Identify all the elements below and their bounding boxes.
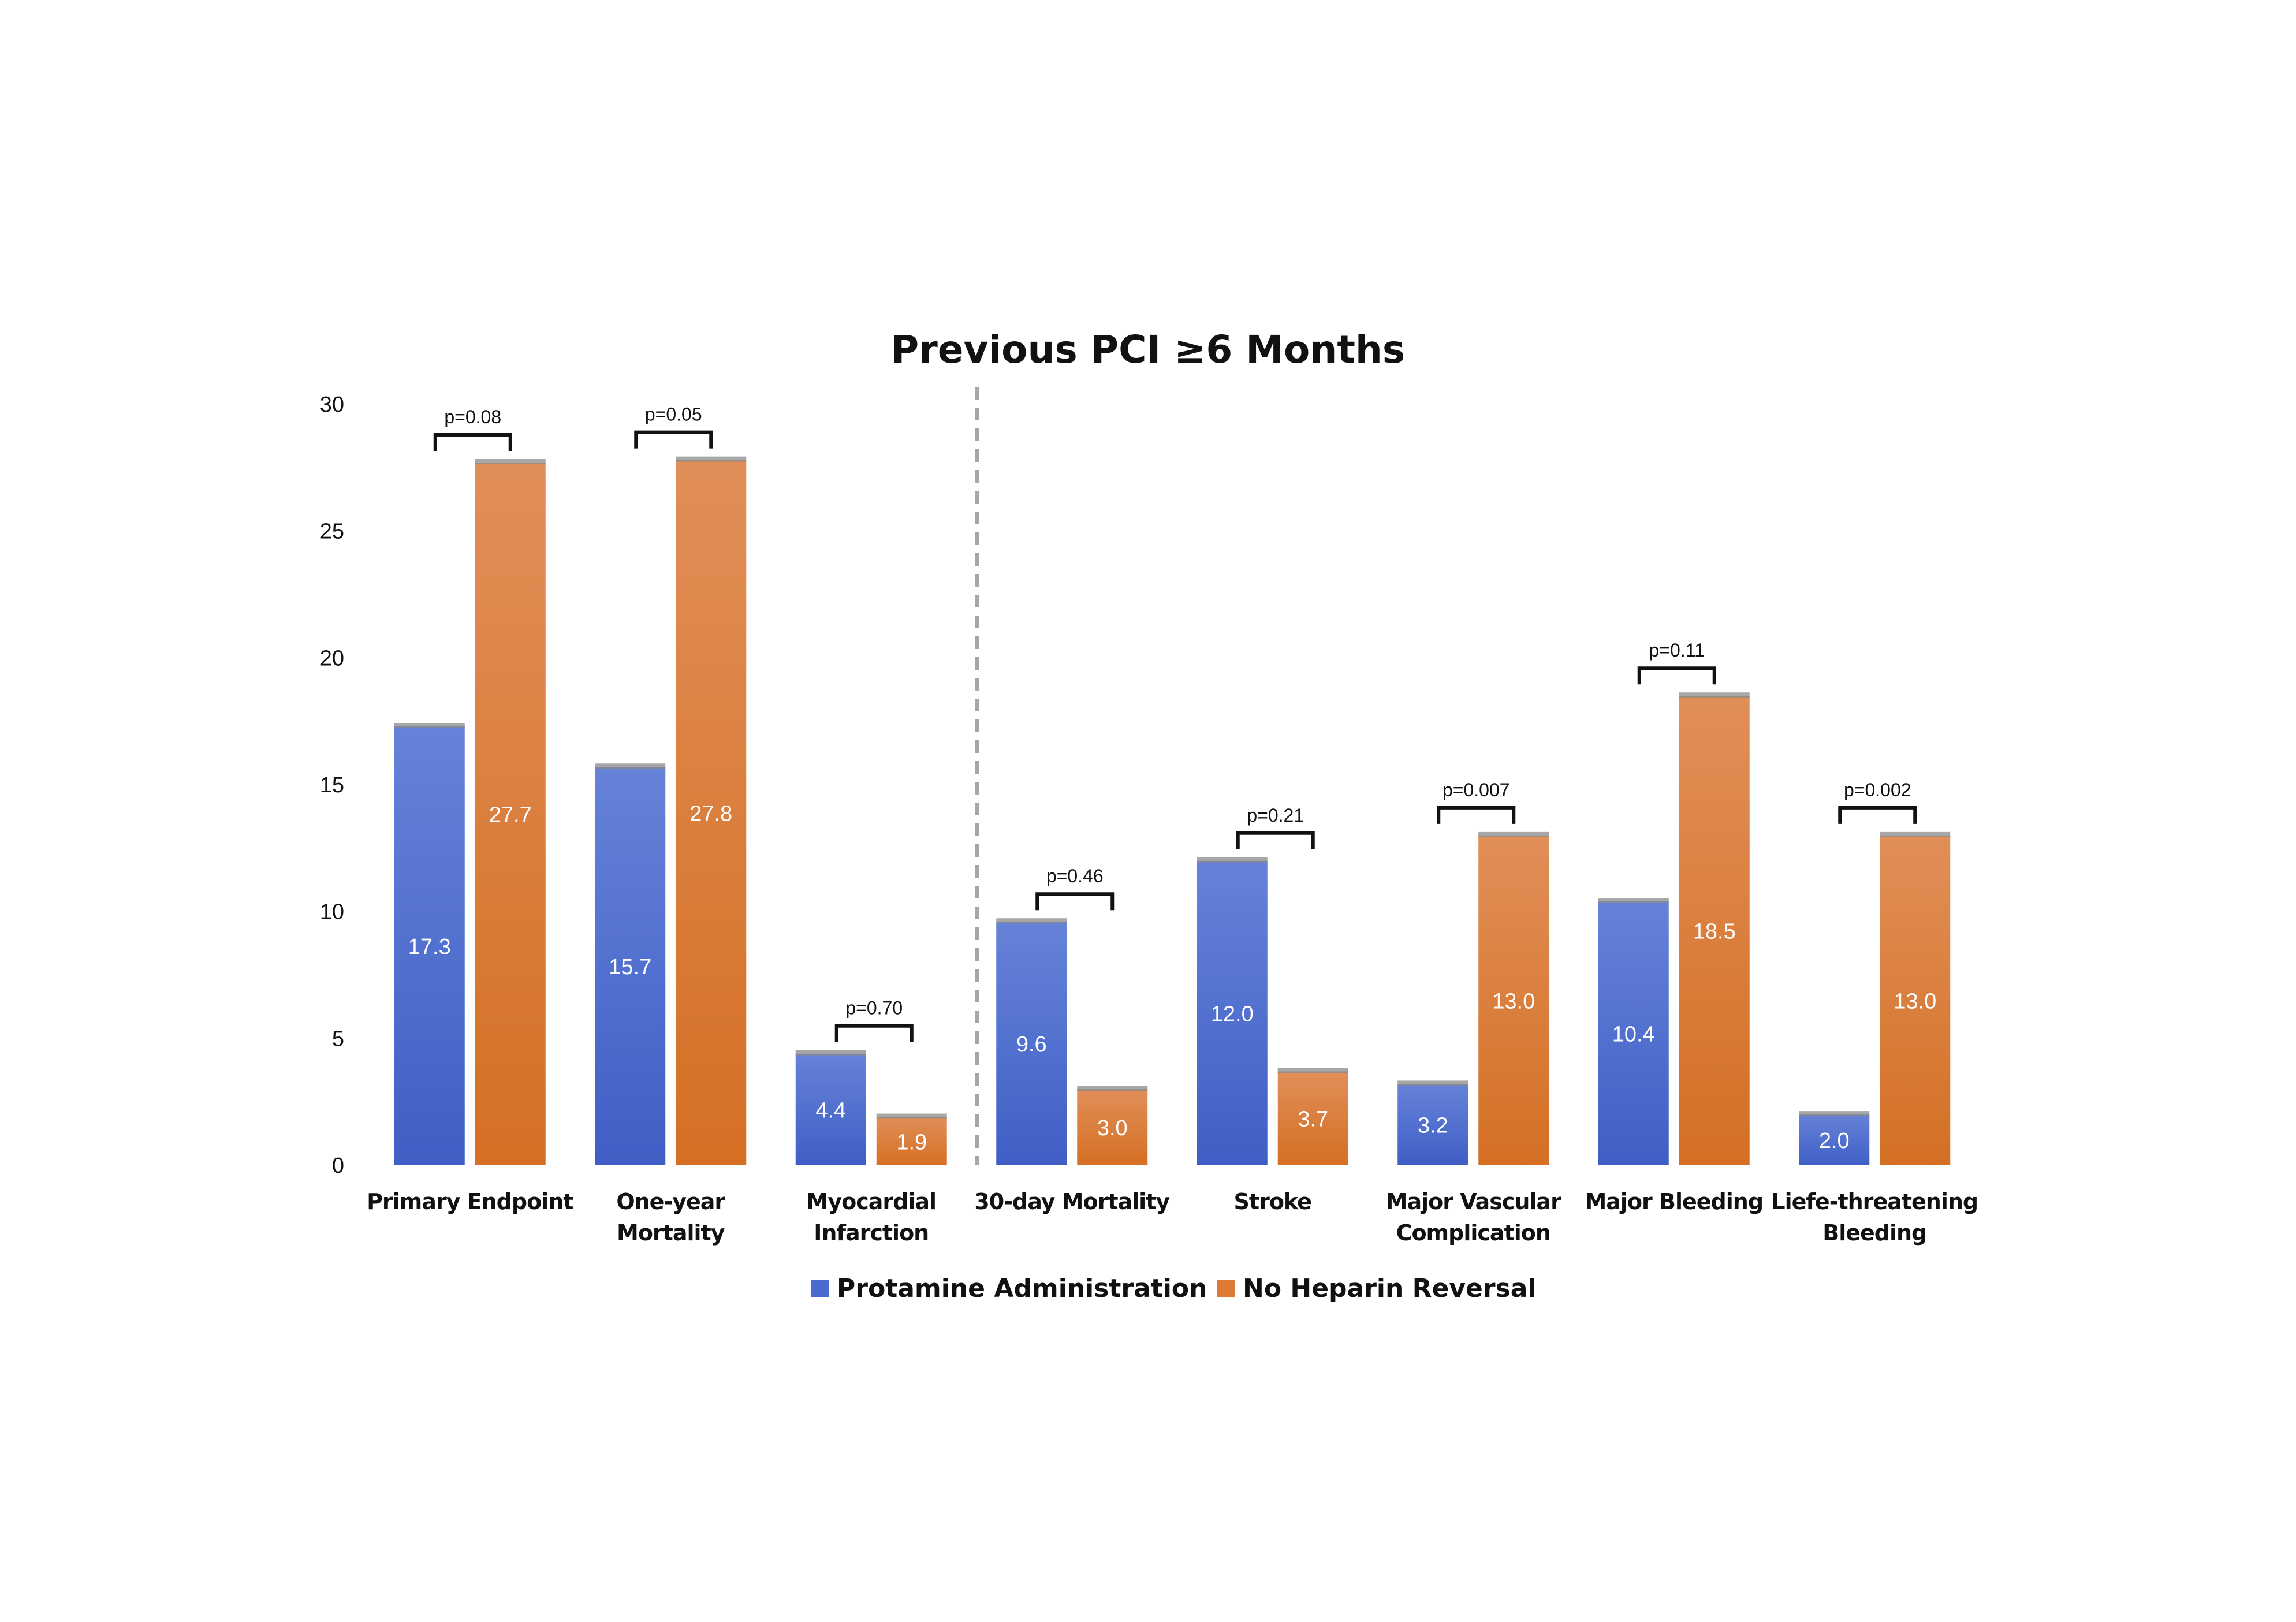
legend-swatch-no-reversal — [1217, 1280, 1235, 1297]
x-category-label: Bleeding — [1822, 1220, 1926, 1246]
bar-no-reversal — [676, 460, 747, 1165]
bar-no-reversal — [1880, 835, 1951, 1165]
bar-top-shadow — [1277, 1068, 1348, 1073]
x-category-label: Complication — [1396, 1220, 1550, 1246]
bar-value-label: 13.0 — [1894, 989, 1936, 1013]
x-category-label: Stroke — [1234, 1189, 1311, 1214]
p-value-label: p=0.70 — [845, 998, 903, 1019]
legend-label: Protamine Administration — [837, 1274, 1207, 1303]
bar-top-shadow — [676, 456, 747, 462]
bar-top-shadow — [1197, 857, 1268, 863]
x-category-label: Myocardial — [807, 1189, 937, 1214]
y-tick-label: 20 — [320, 646, 344, 670]
plot-area: 0 5 10 15 20 25 30 17.3 27.7 p=0.08 Primary Endpoi… — [320, 387, 1978, 1303]
x-category-label: Liefe-threatening — [1771, 1189, 1978, 1214]
bar-value-label: 27.8 — [689, 801, 732, 826]
y-tick-label: 30 — [320, 393, 344, 417]
bar-value-label: 1.9 — [896, 1130, 927, 1154]
p-value-label: p=0.21 — [1247, 805, 1304, 826]
bar-no-reversal — [1679, 696, 1750, 1165]
y-tick-label: 5 — [332, 1027, 344, 1051]
p-value-bracket — [1637, 666, 1716, 685]
bar-value-label: 15.7 — [609, 955, 651, 979]
bar-value-label: 27.7 — [489, 803, 532, 827]
bar-no-reversal — [1077, 1089, 1148, 1165]
p-value-bracket — [1437, 806, 1516, 824]
bar-protamine — [595, 767, 666, 1165]
bar-top-shadow — [1880, 831, 1951, 837]
p-value-label: p=0.05 — [645, 404, 702, 425]
bar-top-shadow — [1598, 898, 1669, 904]
bar-protamine — [394, 726, 465, 1165]
y-tick-label: 0 — [332, 1154, 344, 1178]
p-value-bracket — [1236, 831, 1315, 849]
legend-label: No Heparin Reversal — [1243, 1274, 1537, 1303]
p-value-bracket — [1838, 806, 1917, 824]
bar-top-shadow — [1397, 1080, 1468, 1086]
bar-protamine — [1799, 1114, 1870, 1165]
bar-protamine — [795, 1053, 866, 1165]
x-category-label: Mortality — [617, 1220, 725, 1246]
x-category-label: Major Bleeding — [1585, 1189, 1763, 1214]
bar-protamine — [996, 922, 1067, 1165]
p-value-bracket — [433, 433, 512, 452]
p-value-bracket — [1035, 892, 1115, 911]
chart-title: Previous PCI ≥6 Months — [891, 327, 1405, 372]
p-value-label: p=0.007 — [1443, 780, 1510, 800]
bar-value-label: 18.5 — [1693, 920, 1736, 944]
bar-no-reversal — [475, 463, 546, 1166]
x-category-label: 30-day Mortality — [974, 1189, 1170, 1214]
bar-value-label: 17.3 — [408, 935, 451, 959]
legend-swatch-protamine — [811, 1280, 829, 1297]
bar-value-label: 10.4 — [1612, 1023, 1655, 1047]
bar-value-label: 12.0 — [1211, 1002, 1254, 1026]
bar-no-reversal — [1478, 835, 1549, 1165]
p-value-label: p=0.11 — [1649, 640, 1705, 661]
bar-top-shadow — [595, 763, 666, 769]
bar-no-reversal — [876, 1117, 947, 1165]
bar-top-shadow — [1478, 831, 1549, 837]
p-value-bracket — [634, 430, 713, 449]
bar-top-shadow — [1077, 1086, 1148, 1091]
y-tick-label: 10 — [320, 900, 344, 924]
bar-value-label: 3.0 — [1097, 1116, 1128, 1140]
bar-top-shadow — [876, 1113, 947, 1119]
bar-top-shadow — [475, 459, 546, 465]
bar-top-shadow — [1799, 1111, 1870, 1117]
bar-value-label: 3.7 — [1298, 1108, 1328, 1132]
x-category-label: One-year — [616, 1189, 725, 1214]
bar-protamine — [1598, 901, 1669, 1165]
bar-top-shadow — [795, 1050, 866, 1056]
bar-top-shadow — [394, 722, 465, 728]
p-value-label: p=0.46 — [1046, 866, 1104, 886]
bar-top-shadow — [1679, 692, 1750, 698]
bar-no-reversal — [1277, 1071, 1348, 1165]
x-category-label: Infarction — [814, 1220, 929, 1246]
y-tick-label: 25 — [320, 520, 344, 544]
bar-value-label: 4.4 — [815, 1098, 846, 1123]
bar-protamine — [1397, 1084, 1468, 1165]
x-category-label: Major Vascular — [1386, 1189, 1561, 1214]
bar-value-label: 3.2 — [1418, 1114, 1448, 1138]
p-value-label: p=0.08 — [444, 407, 501, 427]
bar-value-label: 9.6 — [1016, 1032, 1047, 1057]
bar-protamine — [1197, 860, 1268, 1165]
p-value-bracket — [834, 1024, 914, 1042]
bar-value-label: 13.0 — [1492, 989, 1535, 1013]
bar-top-shadow — [996, 918, 1067, 924]
y-tick-label: 15 — [320, 773, 344, 797]
p-value-label: p=0.002 — [1844, 780, 1911, 800]
bar-value-label: 2.0 — [1819, 1129, 1850, 1153]
x-category-label: Primary Endpoint — [367, 1189, 573, 1214]
